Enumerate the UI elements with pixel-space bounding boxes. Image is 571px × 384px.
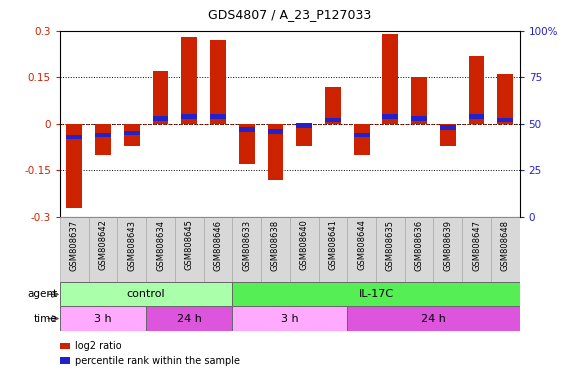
Bar (353, 133, 369, 137)
Bar (152, 71, 168, 124)
Bar (440, 125, 456, 130)
Text: GSM808638: GSM808638 (271, 220, 280, 271)
Bar (232, 217, 261, 282)
Text: percentile rank within the sample: percentile rank within the sample (75, 356, 240, 366)
Bar (325, 87, 341, 124)
Text: GSM808647: GSM808647 (472, 220, 481, 271)
Text: 3 h: 3 h (281, 313, 299, 324)
Bar (232, 306, 347, 331)
Bar (433, 217, 462, 282)
Bar (204, 217, 232, 282)
Bar (296, 123, 312, 128)
Bar (210, 114, 226, 119)
Bar (232, 282, 520, 306)
Bar (66, 124, 82, 208)
Bar (175, 217, 204, 282)
Bar (152, 116, 168, 121)
Bar (497, 74, 513, 124)
Bar (497, 118, 513, 122)
Bar (411, 116, 427, 121)
Text: GSM808642: GSM808642 (99, 220, 107, 270)
Text: GSM808635: GSM808635 (386, 220, 395, 271)
Bar (411, 77, 427, 124)
Text: GSM808639: GSM808639 (443, 220, 452, 271)
Bar (268, 129, 283, 134)
Bar (60, 217, 89, 282)
Text: agent: agent (27, 289, 57, 300)
Bar (440, 124, 456, 146)
Text: GSM808643: GSM808643 (127, 220, 136, 271)
Bar (319, 217, 347, 282)
Bar (66, 134, 82, 139)
Bar (182, 37, 197, 124)
Text: GSM808640: GSM808640 (300, 220, 309, 270)
Text: GSM808634: GSM808634 (156, 220, 165, 271)
Text: time: time (34, 313, 57, 324)
Bar (268, 124, 283, 180)
Text: GSM808636: GSM808636 (415, 220, 424, 271)
Text: GSM808641: GSM808641 (328, 220, 337, 270)
Bar (124, 131, 140, 136)
Text: 24 h: 24 h (421, 313, 446, 324)
Bar (462, 217, 491, 282)
Bar (383, 34, 398, 124)
Bar (146, 306, 232, 331)
Text: 3 h: 3 h (94, 313, 112, 324)
Bar (353, 124, 369, 155)
Bar (405, 217, 433, 282)
Bar (89, 217, 118, 282)
Bar (146, 217, 175, 282)
Bar (261, 217, 289, 282)
Bar (60, 306, 146, 331)
Bar (124, 124, 140, 146)
Bar (376, 217, 405, 282)
Bar (60, 282, 232, 306)
Bar (491, 217, 520, 282)
Text: GSM808644: GSM808644 (357, 220, 366, 270)
Text: IL-17C: IL-17C (359, 289, 393, 300)
Bar (347, 217, 376, 282)
Text: GSM808646: GSM808646 (214, 220, 223, 271)
Bar (296, 124, 312, 146)
Bar (182, 114, 197, 119)
Bar (118, 217, 146, 282)
Text: GDS4807 / A_23_P127033: GDS4807 / A_23_P127033 (208, 8, 371, 21)
Bar (290, 217, 319, 282)
Bar (383, 114, 398, 119)
Bar (469, 56, 484, 124)
Text: GSM808633: GSM808633 (242, 220, 251, 271)
Bar (347, 306, 520, 331)
Text: GSM808645: GSM808645 (185, 220, 194, 270)
Text: 24 h: 24 h (177, 313, 202, 324)
Bar (239, 124, 255, 164)
Bar (469, 114, 484, 119)
Text: control: control (127, 289, 166, 300)
Bar (325, 118, 341, 122)
Text: GSM808648: GSM808648 (501, 220, 510, 271)
Bar (95, 133, 111, 137)
Text: GSM808637: GSM808637 (70, 220, 79, 271)
Text: log2 ratio: log2 ratio (75, 341, 122, 351)
Bar (239, 127, 255, 132)
Bar (210, 40, 226, 124)
Bar (95, 124, 111, 155)
